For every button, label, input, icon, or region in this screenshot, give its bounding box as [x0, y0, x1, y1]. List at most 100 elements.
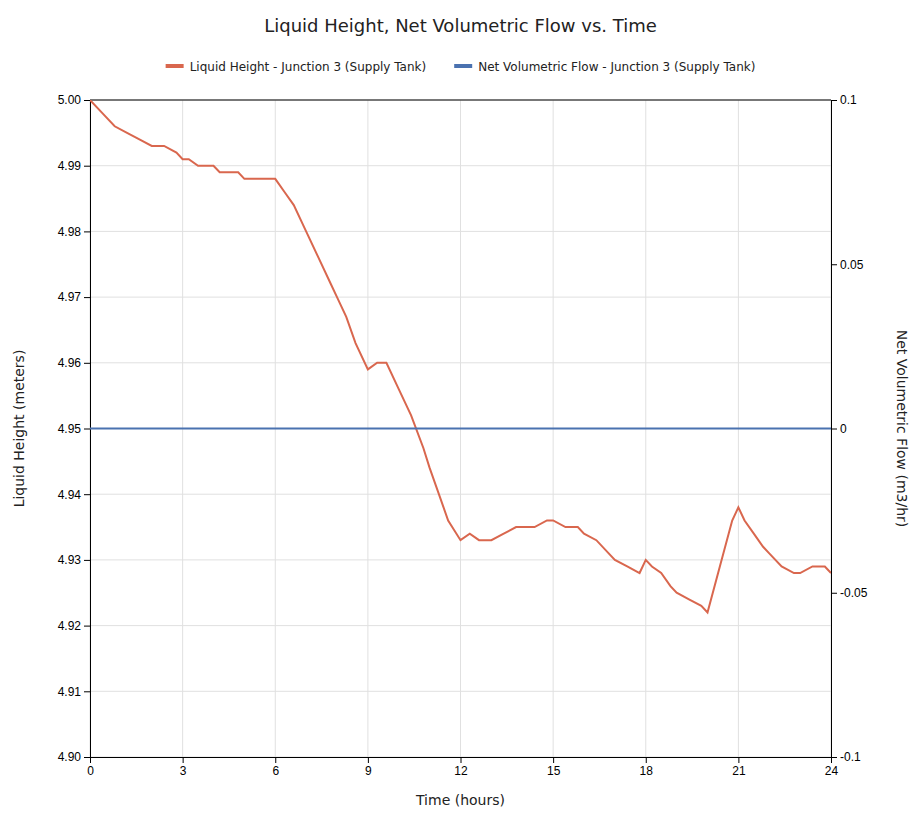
x-axis-tick: 0 [87, 757, 94, 778]
grid-line-y [90, 559, 831, 560]
x-axis-tick-label: 3 [180, 764, 187, 778]
legend-label: Net Volumetric Flow - Junction 3 (Supply… [478, 60, 755, 74]
y2-axis-tick-mark [831, 757, 837, 758]
x-axis-tick: 9 [365, 757, 372, 778]
y2-axis-tick-mark [831, 100, 837, 101]
x-axis-tick-mark [275, 757, 276, 763]
y-axis-tick: 4.96 [58, 356, 90, 370]
legend-swatch [166, 64, 184, 68]
x-axis-tick-label: 24 [825, 764, 839, 778]
series-group [90, 100, 831, 612]
y-axis-tick: 4.92 [58, 619, 90, 633]
grid-line-y [90, 691, 831, 692]
y-axis-tick-mark [84, 429, 90, 430]
x-axis-tick-label: 9 [365, 764, 372, 778]
y2-axis-tick-mark [831, 593, 837, 594]
y-axis-tick-mark [84, 297, 90, 298]
x-axis-tick-label: 6 [272, 764, 279, 778]
y2-axis-tick-mark [831, 429, 837, 430]
x-axis-line [91, 758, 832, 764]
y-axis-tick-mark [84, 560, 90, 561]
y2-axis: -0.1 -0.05 0 0.05 0.1 [831, 93, 868, 764]
y-axis: 4.90 4.91 4.92 4.93 4.94 4.95 4.96 4.97 4.98 4.99… [58, 93, 91, 764]
y-axis-tick-mark [84, 691, 90, 692]
y2-axis-tick-label: -0.1 [840, 750, 861, 764]
x-axis-tick: 12 [454, 757, 468, 778]
x-axis-tick-label: 18 [640, 764, 654, 778]
x-axis-tick-mark [461, 757, 462, 763]
y2-axis-tick-label: -0.05 [840, 586, 868, 600]
x-axis-tick-mark [368, 757, 369, 763]
y2-axis-tick: 0.1 [831, 93, 857, 107]
x-axis-tick: 21 [732, 757, 746, 778]
plot: 036912151821244.904.914.924.934.944.954.… [58, 93, 868, 777]
y-axis-tick: 4.98 [58, 225, 90, 239]
y-axis-tick-label: 4.99 [58, 159, 82, 173]
y-axis-tick-label: 4.95 [58, 422, 82, 436]
y-axis-tick-label: 4.94 [58, 488, 82, 502]
plot-frame [90, 100, 831, 101]
x-axis-tick-label: 12 [454, 764, 468, 778]
y-axis-tick: 4.95 [58, 422, 90, 436]
y2-axis-tick-label: 0.05 [840, 258, 864, 272]
x-axis-tick-label: 21 [732, 764, 746, 778]
title: Liquid Height, Net Volumetric Flow vs. T… [264, 15, 657, 36]
y-axis-tick-mark [84, 363, 90, 364]
y2-axis-tick: -0.1 [831, 750, 861, 764]
x-axis-tick: 3 [180, 757, 187, 778]
x-axis-tick-mark [646, 757, 647, 763]
grid-line-y [90, 231, 831, 232]
y-axis-tick-mark [84, 494, 90, 495]
x-axis-tick: 15 [547, 757, 561, 778]
y-axis-tick-label: 4.93 [58, 553, 82, 567]
y-axis-tick: 4.90 [58, 750, 90, 764]
series-line [90, 428, 831, 430]
y2-axis-tick: 0 [831, 422, 847, 436]
y-axis-label: Liquid Height (meters) [11, 350, 27, 508]
y-axis-line [84, 101, 91, 758]
y-axis-tick-mark [84, 757, 90, 758]
grid-line-y [90, 428, 831, 429]
legend-label: Liquid Height - Junction 3 (Supply Tank) [190, 60, 427, 74]
x-axis-tick-mark [553, 757, 554, 763]
x-axis-tick: 18 [640, 757, 654, 778]
y-axis-tick: 4.99 [58, 159, 90, 173]
y-axis-tick: 4.93 [58, 553, 90, 567]
x-axis-tick-mark [738, 757, 739, 763]
y2-axis-tick-mark [831, 264, 837, 265]
y-axis-tick: 5.00 [58, 93, 90, 107]
series-line [90, 100, 831, 612]
y2-axis-tick: 0.05 [831, 258, 864, 272]
legend-swatch [454, 64, 472, 68]
y2-axis-label: Net Volumetric Flow (m3/hr) [894, 330, 910, 528]
y-axis-tick: 4.97 [58, 290, 90, 304]
y-axis-tick-label: 4.91 [58, 685, 82, 699]
x-axis-label: Time (hours) [415, 792, 505, 808]
grid-line-y [90, 494, 831, 495]
chart: 036912151821244.904.914.924.934.944.954.… [0, 0, 921, 821]
y-axis-tick: 4.94 [58, 488, 90, 502]
y2-axis-tick-label: 0 [840, 422, 847, 436]
grid-line-y [90, 362, 831, 363]
legend: Liquid Height - Junction 3 (Supply Tank)… [166, 60, 756, 74]
grid-line-y [90, 100, 831, 101]
y-axis-tick-mark [84, 231, 90, 232]
grid [90, 100, 831, 757]
y-axis-tick-mark [84, 626, 90, 627]
y-axis-tick-mark [84, 100, 90, 101]
x-axis-tick: 6 [272, 757, 279, 778]
y2-axis-tick-label: 0.1 [840, 93, 857, 107]
y-axis-tick-label: 5.00 [58, 93, 82, 107]
y-axis-tick-label: 4.96 [58, 356, 82, 370]
y-axis-tick-label: 4.98 [58, 225, 82, 239]
x-axis-tick-label: 0 [87, 764, 94, 778]
x-axis-tick-label: 15 [547, 764, 561, 778]
y-axis-tick-label: 4.92 [58, 619, 82, 633]
y2-axis-tick: -0.05 [831, 586, 868, 600]
x-axis: 0 3 6 9 12 15 18 21 24 [87, 757, 838, 778]
x-axis-tick: 24 [825, 757, 839, 778]
y-axis-tick-label: 4.90 [58, 750, 82, 764]
x-axis-tick-mark [183, 757, 184, 763]
grid-line-y [90, 625, 831, 626]
legend-item: Net Volumetric Flow - Junction 3 (Supply… [454, 60, 755, 74]
